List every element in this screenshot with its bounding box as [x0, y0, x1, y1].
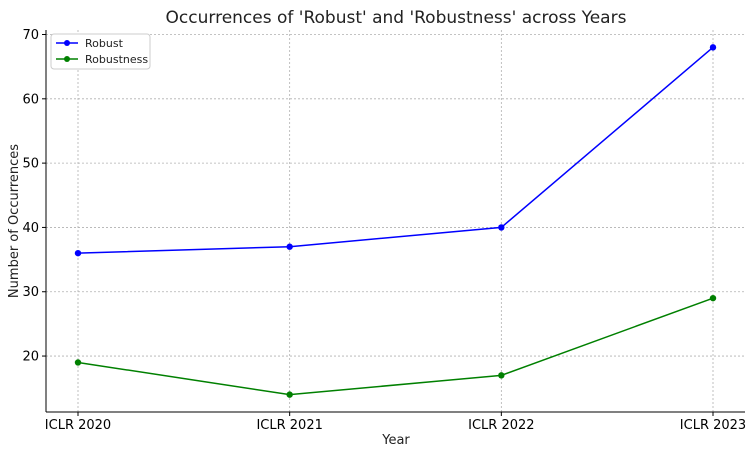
x-axis-title: Year [381, 433, 410, 448]
y-tick-label: 60 [22, 92, 39, 107]
x-tick-label: ICLR 2021 [256, 418, 322, 433]
x-tick-label: ICLR 2023 [680, 418, 746, 433]
y-tick-label: 20 [22, 350, 39, 365]
data-point-robust [286, 243, 293, 250]
y-ticks: 20 30 40 50 60 70 [22, 28, 46, 365]
chart-title: Occurrences of 'Robust' and 'Robustness'… [166, 8, 627, 28]
series-group [74, 44, 717, 398]
y-axis-title: Number of Occurrences [7, 144, 22, 298]
data-point-robust [74, 249, 82, 257]
y-tick-label: 70 [22, 28, 39, 43]
data-point-robustness [74, 359, 82, 366]
x-tick-label: ICLR 2020 [45, 418, 111, 433]
legend: Robust Robustness [50, 33, 151, 70]
legend-label-robustness: Robustness [85, 53, 148, 66]
legend-marker-robust [64, 40, 70, 46]
data-point-robustness [709, 294, 717, 302]
y-tick-label: 30 [22, 285, 39, 300]
legend-marker-robustness [64, 56, 70, 62]
y-tick-label: 50 [22, 157, 39, 172]
data-point-robustness [498, 372, 505, 379]
legend-label-robust: Robust [85, 37, 124, 50]
y-tick-label: 40 [22, 221, 39, 236]
data-point-robust [498, 224, 505, 231]
series-line-robust [77, 46, 714, 254]
x-tick-label: ICLR 2022 [468, 418, 534, 433]
series-line-robustness [77, 297, 714, 396]
data-point-robust [709, 44, 717, 51]
grid [46, 30, 745, 412]
data-point-robustness [286, 391, 293, 398]
x-ticks: ICLR 2020 ICLR 2021 ICLR 2022 ICLR 2023 [45, 412, 746, 433]
